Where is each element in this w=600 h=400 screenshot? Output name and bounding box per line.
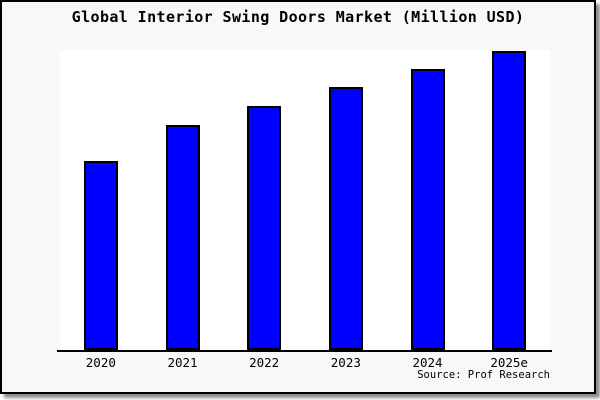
bar-2020 bbox=[83, 160, 118, 350]
x-tick-label-2022: 2022 bbox=[249, 355, 280, 370]
x-tick-label-2023: 2023 bbox=[330, 355, 361, 370]
chart-card: Global Interior Swing Doors Market (Mill… bbox=[0, 0, 596, 394]
x-axis-line bbox=[57, 350, 552, 352]
bar-2022 bbox=[247, 105, 282, 350]
chart-title: Global Interior Swing Doors Market (Mill… bbox=[71, 8, 525, 26]
bar-2025e bbox=[492, 50, 527, 350]
x-tick-label-2021: 2021 bbox=[167, 355, 198, 370]
bar-2023 bbox=[328, 86, 363, 350]
x-tick-label-2025e: 2025e bbox=[490, 355, 528, 370]
bar-2021 bbox=[165, 124, 200, 350]
x-tick-label-2020: 2020 bbox=[85, 355, 116, 370]
plot-area bbox=[60, 50, 550, 350]
bar-2024 bbox=[410, 68, 445, 350]
x-tick-label-2024: 2024 bbox=[412, 355, 443, 370]
source-credit: Source: Prof Research bbox=[417, 369, 550, 381]
